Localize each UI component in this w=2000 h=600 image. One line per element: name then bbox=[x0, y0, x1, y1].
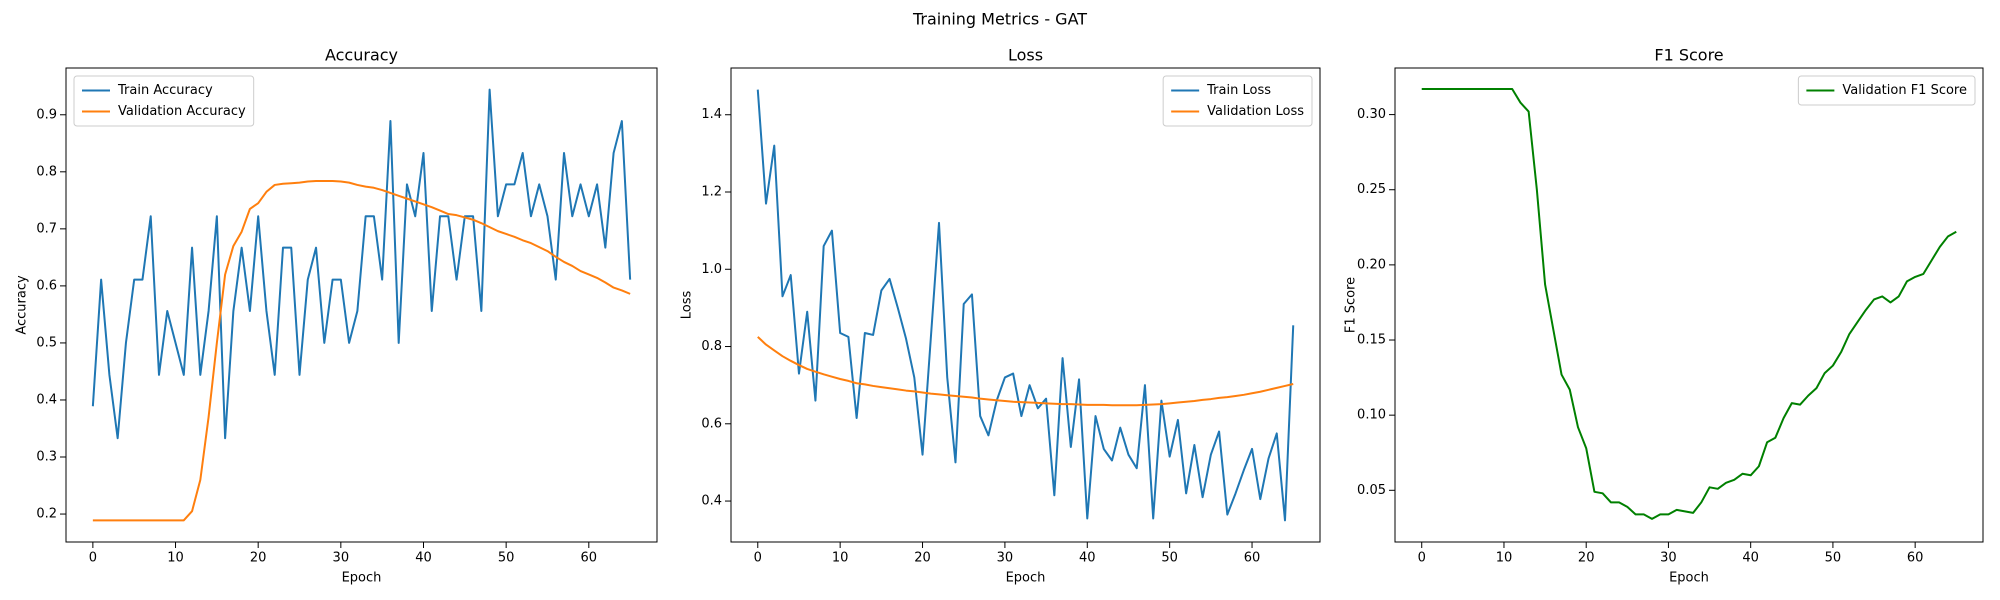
legend-frame bbox=[73, 75, 255, 127]
legend-label: Train Loss bbox=[1206, 83, 1271, 98]
y-tick-label: 0.9 bbox=[36, 107, 57, 122]
subplot-title: F1 Score bbox=[1654, 46, 1723, 65]
x-tick-label: 30 bbox=[1660, 551, 1677, 566]
x-tick-label: 10 bbox=[167, 551, 184, 566]
y-axis-label: Accuracy bbox=[15, 275, 30, 335]
x-tick-label: 40 bbox=[415, 551, 432, 566]
x-tick-label: 20 bbox=[914, 551, 931, 566]
legend: Train Loss Validation Loss bbox=[1162, 75, 1313, 127]
y-tick-label: 0.4 bbox=[36, 392, 57, 407]
x-tick-label: 50 bbox=[498, 551, 515, 566]
x-tick-label: 20 bbox=[250, 551, 267, 566]
x-tick-label: 30 bbox=[333, 551, 350, 566]
y-tick-label: 1.4 bbox=[701, 107, 722, 122]
legend-label: Validation F1 Score bbox=[1842, 83, 1967, 98]
y-tick-label: 0.30 bbox=[1357, 107, 1386, 122]
plot-frame bbox=[65, 67, 658, 543]
data-line bbox=[756, 89, 1295, 522]
x-tick-label: 40 bbox=[1079, 551, 1096, 566]
plot-frame bbox=[1394, 67, 1984, 543]
data-line bbox=[1421, 88, 1957, 520]
legend-frame bbox=[1162, 75, 1313, 127]
y-tick-label: 0.4 bbox=[701, 494, 722, 509]
y-tick-label: 0.6 bbox=[701, 416, 722, 431]
x-tick-label: 60 bbox=[1244, 551, 1261, 566]
x-axis-label: Epoch bbox=[1006, 571, 1046, 586]
y-tick-label: 0.7 bbox=[36, 221, 57, 236]
x-tick-label: 60 bbox=[581, 551, 598, 566]
y-tick-label: 0.15 bbox=[1357, 333, 1386, 348]
x-tick-label: 60 bbox=[1907, 551, 1924, 566]
x-tick-label: 0 bbox=[1418, 551, 1426, 566]
x-tick-label: 10 bbox=[832, 551, 849, 566]
y-tick-label: 0.2 bbox=[36, 507, 57, 522]
legend-frame bbox=[1797, 75, 1976, 106]
y-tick-label: 0.10 bbox=[1357, 408, 1386, 423]
y-tick-label: 0.8 bbox=[36, 164, 57, 179]
x-tick-label: 50 bbox=[1825, 551, 1842, 566]
y-tick-label: 0.8 bbox=[701, 339, 722, 354]
x-tick-label: 20 bbox=[1578, 551, 1595, 566]
data-line bbox=[92, 179, 631, 522]
y-axis-label: Loss bbox=[680, 291, 695, 320]
legend-label: Validation Loss bbox=[1207, 104, 1304, 119]
y-tick-label: 0.20 bbox=[1357, 257, 1386, 272]
legend: Validation F1 Score bbox=[1797, 75, 1976, 106]
y-tick-label: 1.2 bbox=[701, 185, 722, 200]
x-tick-label: 50 bbox=[1161, 551, 1178, 566]
subplot-title: Loss bbox=[1008, 46, 1043, 65]
legend: Train Accuracy Validation Accuracy bbox=[73, 75, 255, 127]
data-line bbox=[757, 336, 1294, 407]
x-tick-label: 0 bbox=[754, 551, 762, 566]
x-tick-label: 10 bbox=[1496, 551, 1513, 566]
plot-frame bbox=[730, 67, 1321, 543]
x-tick-label: 40 bbox=[1742, 551, 1759, 566]
y-tick-label: 0.25 bbox=[1357, 182, 1386, 197]
y-tick-label: 0.5 bbox=[36, 335, 57, 350]
y-axis-label: F1 Score bbox=[1344, 277, 1359, 333]
y-tick-label: 0.05 bbox=[1357, 483, 1386, 498]
x-tick-label: 30 bbox=[997, 551, 1014, 566]
x-tick-label: 0 bbox=[89, 551, 97, 566]
x-axis-label: Epoch bbox=[1669, 571, 1709, 586]
y-tick-label: 1.0 bbox=[701, 262, 722, 277]
legend-label: Validation Accuracy bbox=[118, 104, 246, 119]
legend-label: Train Accuracy bbox=[117, 83, 213, 98]
data-line bbox=[91, 88, 632, 440]
subplot-title: Accuracy bbox=[325, 46, 398, 65]
x-axis-label: Epoch bbox=[342, 571, 382, 586]
y-tick-label: 0.3 bbox=[36, 450, 57, 465]
y-tick-label: 0.6 bbox=[36, 278, 57, 293]
figure-title: Training Metrics - GAT bbox=[912, 10, 1087, 29]
